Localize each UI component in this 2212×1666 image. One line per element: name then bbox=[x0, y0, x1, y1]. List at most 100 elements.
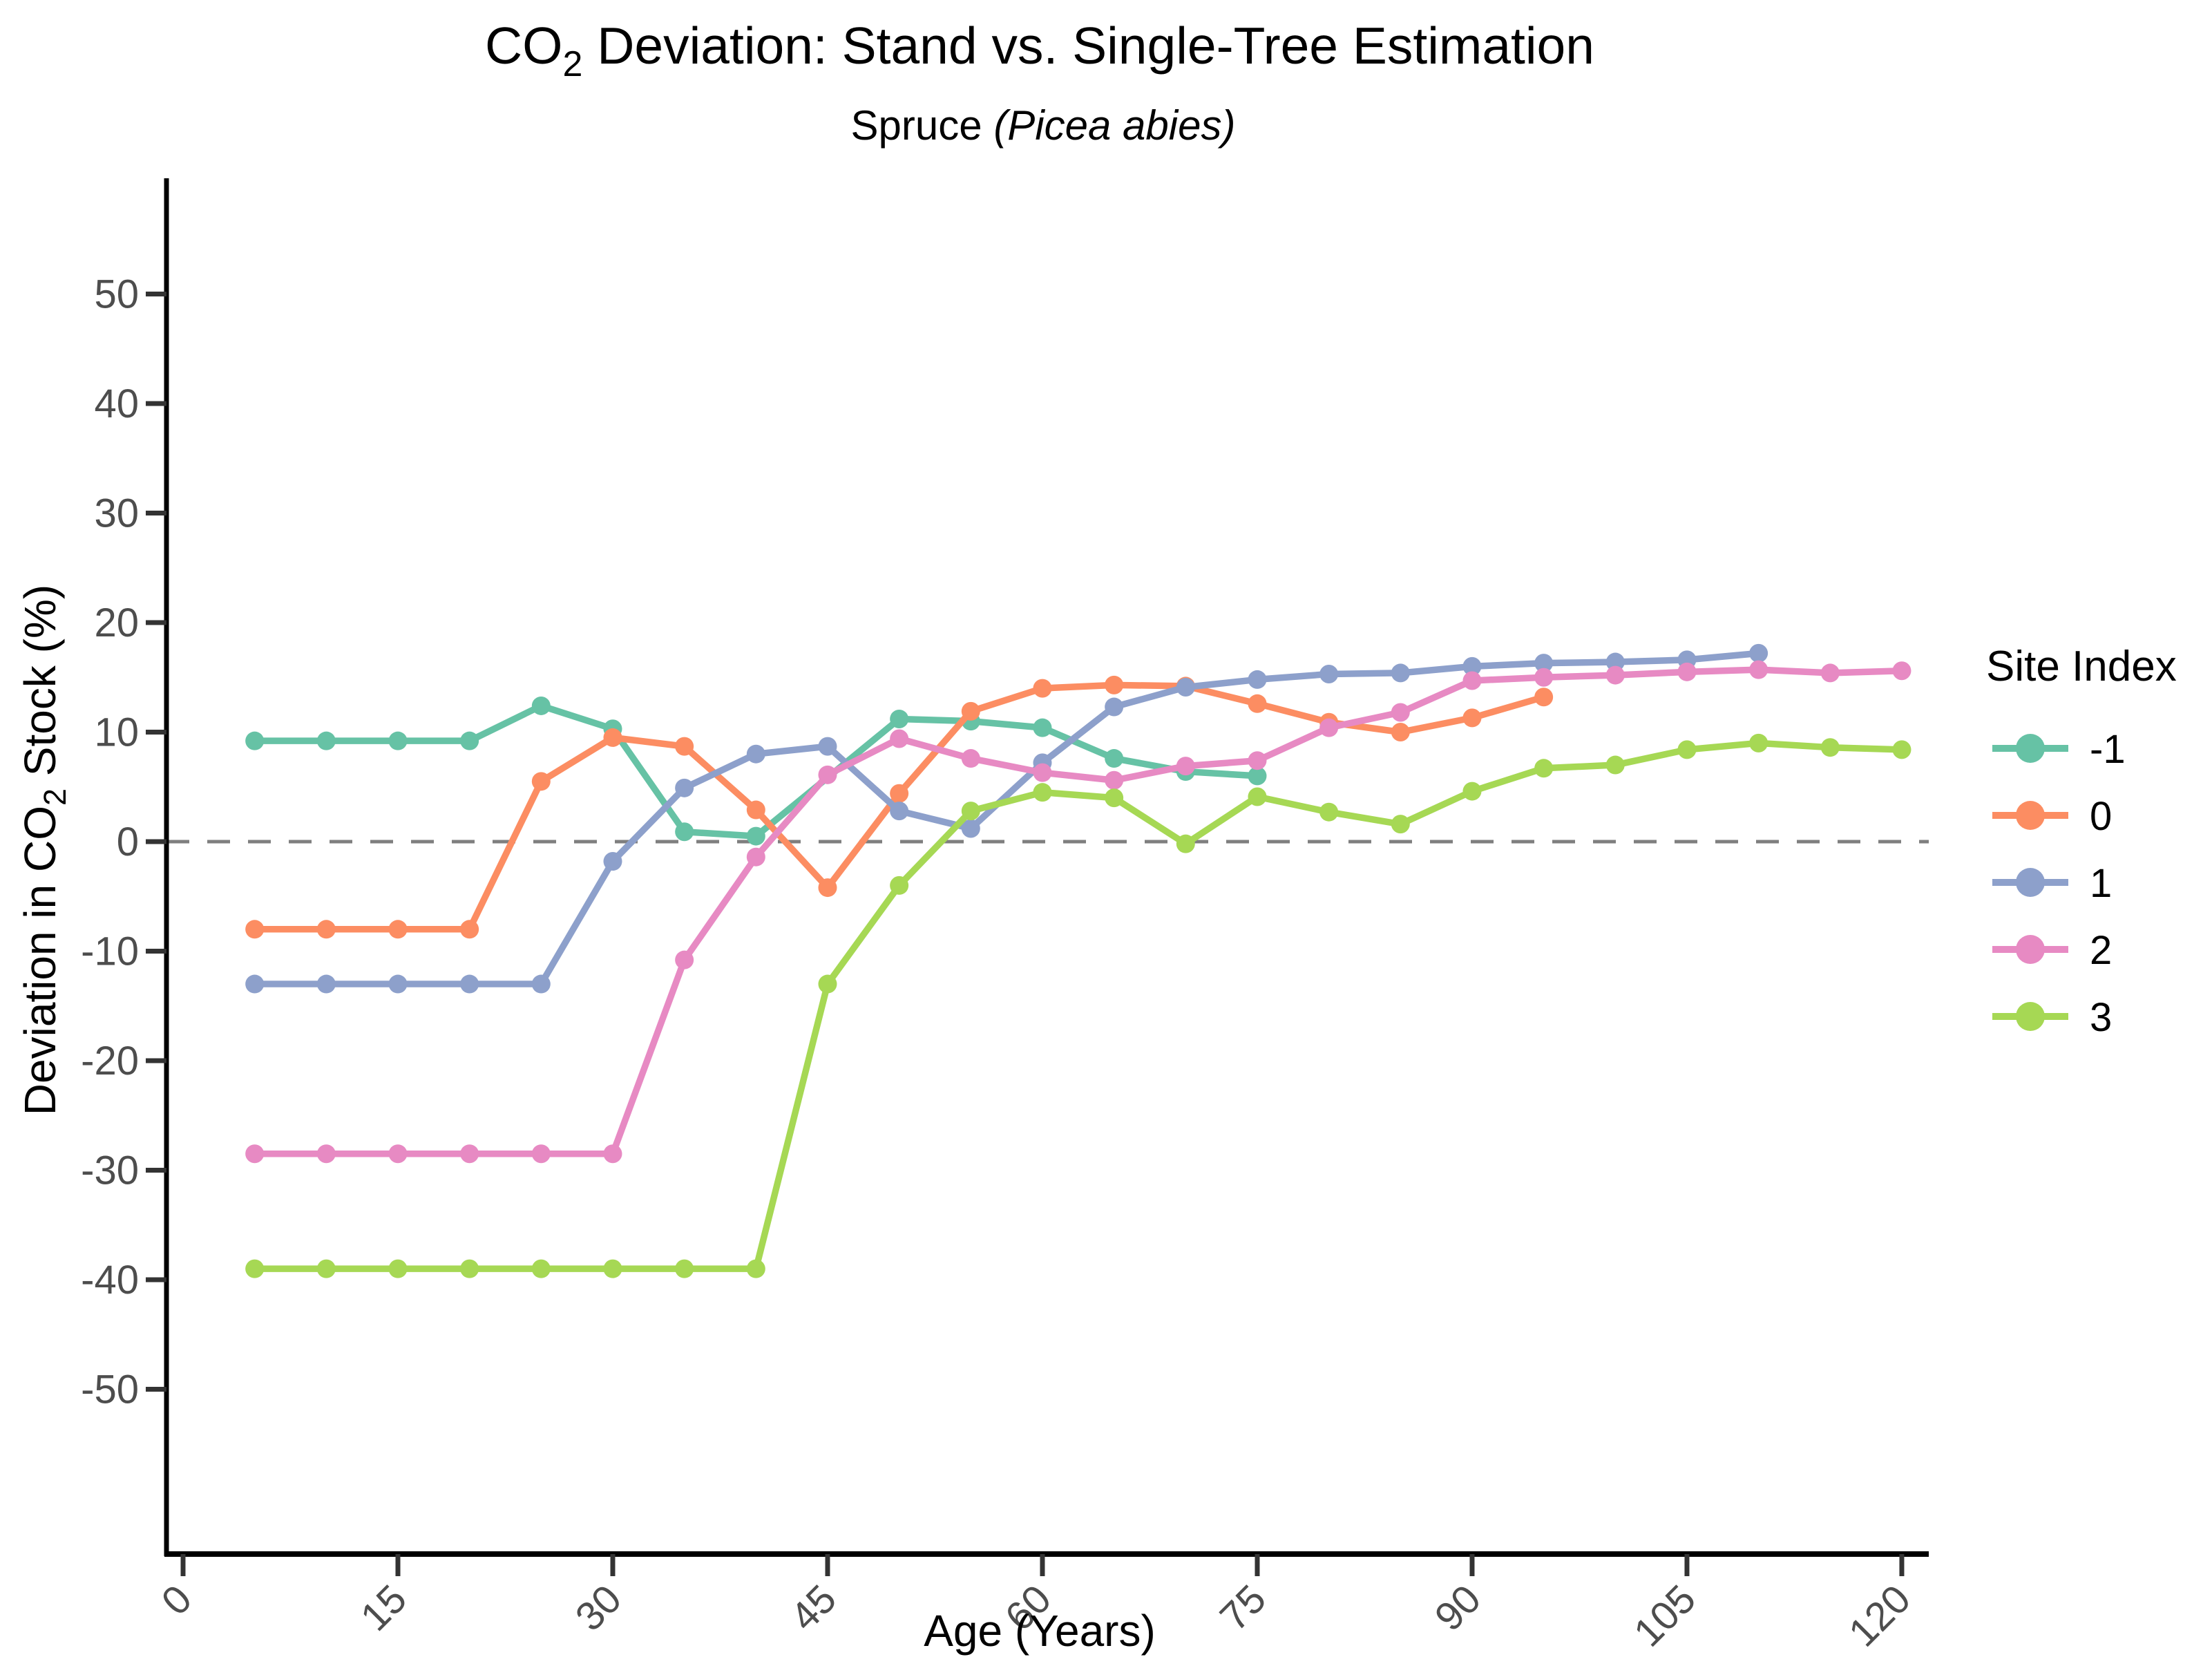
data-point-3-age-85 bbox=[1391, 815, 1410, 834]
data-point-1-age-80 bbox=[1319, 664, 1339, 683]
data-point-2-age-20 bbox=[460, 1144, 479, 1164]
data-point-2-age-10 bbox=[316, 1144, 336, 1164]
data-point-0-age-95 bbox=[1534, 688, 1554, 707]
x-tick-label-0: 0 bbox=[153, 1576, 200, 1624]
data-point-1-age-110 bbox=[1749, 643, 1768, 663]
legend-item-3: 3 bbox=[1992, 995, 2112, 1040]
legend-title: Site Index bbox=[1986, 643, 2177, 690]
legend-label-3: 3 bbox=[2090, 995, 2112, 1040]
data-point-1-age-35 bbox=[675, 778, 694, 797]
data-point-3-age-60 bbox=[1033, 783, 1052, 802]
data-point-3-age-50 bbox=[890, 875, 909, 895]
data-point-2-age-85 bbox=[1391, 703, 1410, 722]
x-tick-label-120: 120 bbox=[1840, 1576, 1919, 1655]
y-tick-label-20: 20 bbox=[94, 600, 139, 645]
y-tick-label-50: 50 bbox=[94, 272, 139, 317]
data-point-1-age-95 bbox=[1534, 654, 1554, 673]
data-point--1-age-75 bbox=[1248, 766, 1267, 786]
data-point-3-age-110 bbox=[1749, 733, 1768, 752]
data-point-2-age-115 bbox=[1820, 663, 1840, 683]
y-axis-title: Deviation in CO2 Stock (%) bbox=[15, 585, 73, 1115]
legend-item--1: -1 bbox=[1992, 727, 2126, 772]
data-point--1-age-50 bbox=[890, 709, 909, 728]
titles-group: CO2 Deviation: Stand vs. Single-Tree Est… bbox=[15, 17, 1594, 1656]
data-point-3-age-5 bbox=[245, 1259, 265, 1278]
data-point--1-age-15 bbox=[388, 731, 408, 750]
y-tick-label--10: -10 bbox=[81, 929, 139, 974]
data-point-2-age-60 bbox=[1033, 763, 1052, 782]
legend-swatch-dot-0 bbox=[2016, 801, 2045, 830]
data-point-3-age-25 bbox=[531, 1259, 551, 1278]
legend-swatch-dot-3 bbox=[2016, 1002, 2045, 1031]
data-point-2-age-55 bbox=[961, 749, 980, 768]
data-point--1-age-5 bbox=[245, 731, 265, 750]
y-tick-label--30: -30 bbox=[81, 1148, 139, 1193]
data-point-1-age-65 bbox=[1105, 697, 1124, 717]
data-point-2-age-30 bbox=[603, 1144, 622, 1164]
data-point-0-age-20 bbox=[460, 920, 479, 939]
legend-swatch-dot-1 bbox=[2016, 868, 2045, 897]
legend-label-2: 2 bbox=[2090, 928, 2112, 973]
data-point-0-age-10 bbox=[316, 920, 336, 939]
data-point-2-age-110 bbox=[1749, 660, 1768, 679]
data-point-3-age-100 bbox=[1605, 755, 1625, 775]
data-point-0-age-15 bbox=[388, 920, 408, 939]
data-point-0-age-55 bbox=[961, 701, 980, 721]
data-point-3-age-105 bbox=[1677, 740, 1697, 759]
data-point-0-age-85 bbox=[1391, 723, 1410, 741]
data-point-1-age-70 bbox=[1176, 678, 1195, 697]
data-point-2-age-65 bbox=[1105, 770, 1124, 790]
chart-title: CO2 Deviation: Stand vs. Single-Tree Est… bbox=[485, 17, 1594, 84]
data-point-1-age-75 bbox=[1248, 670, 1267, 689]
legend-label-1: 1 bbox=[2090, 861, 2112, 906]
series--1 bbox=[245, 696, 1267, 846]
legend-swatch-dot--1 bbox=[2016, 734, 2045, 763]
data-point-1-age-10 bbox=[316, 974, 336, 994]
data-point-2-age-15 bbox=[388, 1144, 408, 1164]
data-point-2-age-5 bbox=[245, 1144, 265, 1164]
data-point--1-age-40 bbox=[746, 826, 765, 846]
data-point-3-age-70 bbox=[1176, 834, 1195, 853]
data-point-3-age-45 bbox=[818, 974, 837, 994]
legend-item-2: 2 bbox=[1992, 928, 2112, 973]
data-point-3-age-120 bbox=[1892, 740, 1911, 759]
legend-item-1: 1 bbox=[1992, 861, 2112, 906]
data-point-0-age-5 bbox=[245, 920, 265, 939]
y-tick-label-0: 0 bbox=[117, 820, 139, 864]
legend-item-0: 0 bbox=[1992, 794, 2112, 839]
data-point-3-age-30 bbox=[603, 1259, 622, 1278]
y-tick-label-40: 40 bbox=[94, 381, 139, 426]
data-point-2-age-50 bbox=[890, 729, 909, 748]
data-point-1-age-45 bbox=[818, 737, 837, 756]
data-point--1-age-60 bbox=[1033, 718, 1052, 737]
legend-group: Site Index -1 0 1 2 3 bbox=[1986, 643, 2177, 1040]
x-tick-label-15: 15 bbox=[352, 1576, 416, 1640]
data-point-1-age-30 bbox=[603, 852, 622, 871]
data-point-3-age-75 bbox=[1248, 787, 1267, 806]
x-axis-title: Age (Years) bbox=[924, 1606, 1156, 1656]
data-point-0-age-40 bbox=[746, 800, 765, 820]
data-point-3-age-20 bbox=[460, 1259, 479, 1278]
data-point--1-age-25 bbox=[531, 696, 551, 715]
x-tick-label-30: 30 bbox=[567, 1576, 631, 1640]
series-group bbox=[245, 643, 1911, 1278]
y-tick-label-30: 30 bbox=[94, 491, 139, 536]
data-point--1-age-65 bbox=[1105, 749, 1124, 768]
data-point-2-age-40 bbox=[746, 847, 765, 867]
legend-label-0: 0 bbox=[2090, 794, 2112, 839]
data-point-3-age-65 bbox=[1105, 788, 1124, 808]
data-point-1-age-85 bbox=[1391, 663, 1410, 683]
data-point-0-age-75 bbox=[1248, 694, 1267, 713]
data-point-2-age-25 bbox=[531, 1144, 551, 1164]
data-point-1-age-25 bbox=[531, 974, 551, 994]
data-point-1-age-15 bbox=[388, 974, 408, 994]
data-point-2-age-80 bbox=[1319, 718, 1339, 737]
y-tick-label-10: 10 bbox=[94, 710, 139, 755]
x-tick-label-45: 45 bbox=[782, 1576, 846, 1640]
data-point-2-age-105 bbox=[1677, 662, 1697, 681]
data-point-1-age-5 bbox=[245, 974, 265, 994]
data-point-2-age-45 bbox=[818, 765, 837, 784]
